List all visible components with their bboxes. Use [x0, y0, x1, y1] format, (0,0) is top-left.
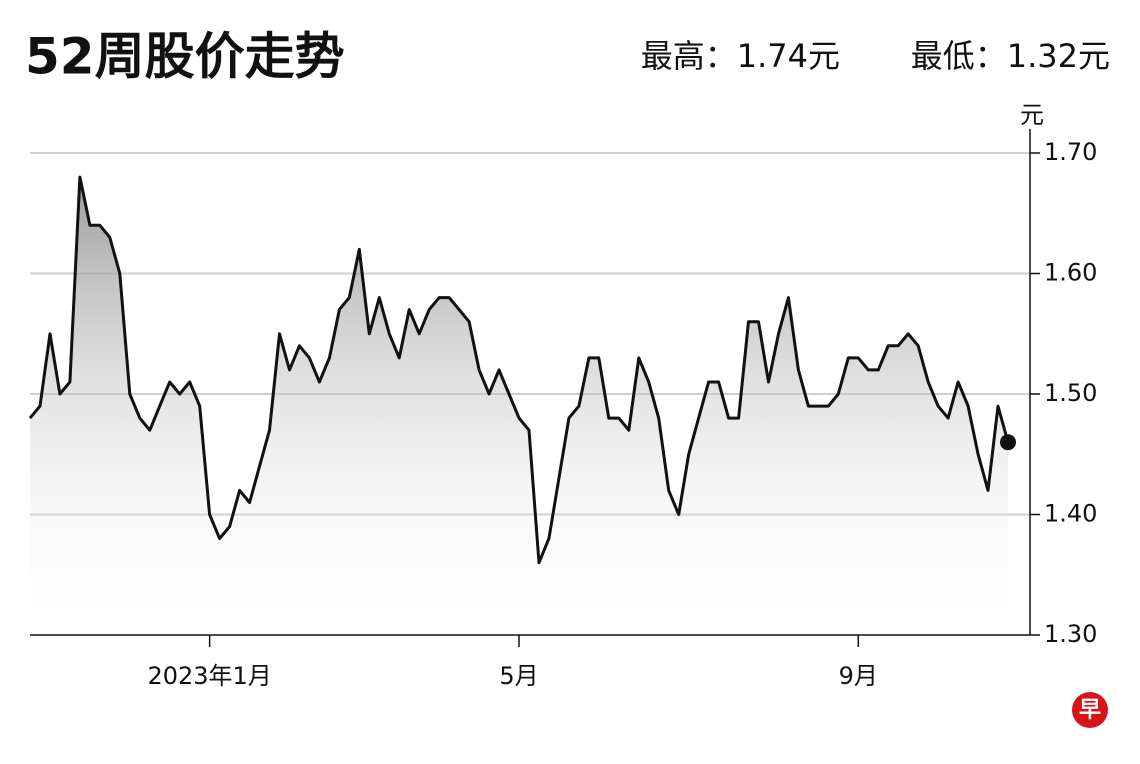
- last-point: [1000, 434, 1016, 451]
- y-tick-label: 1.40: [1044, 500, 1097, 528]
- low-label: 最低：1.32元: [911, 37, 1110, 75]
- chart-title: 52周股价走势: [25, 28, 345, 86]
- area-fill: [30, 177, 1008, 635]
- x-tick-label: 5月: [499, 662, 538, 690]
- y-unit: 元: [1020, 101, 1044, 129]
- y-tick-label: 1.30: [1044, 620, 1097, 648]
- y-tick-label: 1.60: [1044, 259, 1097, 287]
- y-tick-label: 1.50: [1044, 379, 1097, 407]
- x-tick-label: 9月: [839, 662, 878, 690]
- price-line: [28, 175, 1010, 565]
- logo: 早: [1079, 698, 1101, 723]
- y-tick-label: 1.70: [1044, 138, 1097, 166]
- high-label: 最高：1.74元: [641, 37, 840, 75]
- logo-badge: [1072, 692, 1108, 728]
- x-tick-label: 2023年1月: [147, 662, 271, 690]
